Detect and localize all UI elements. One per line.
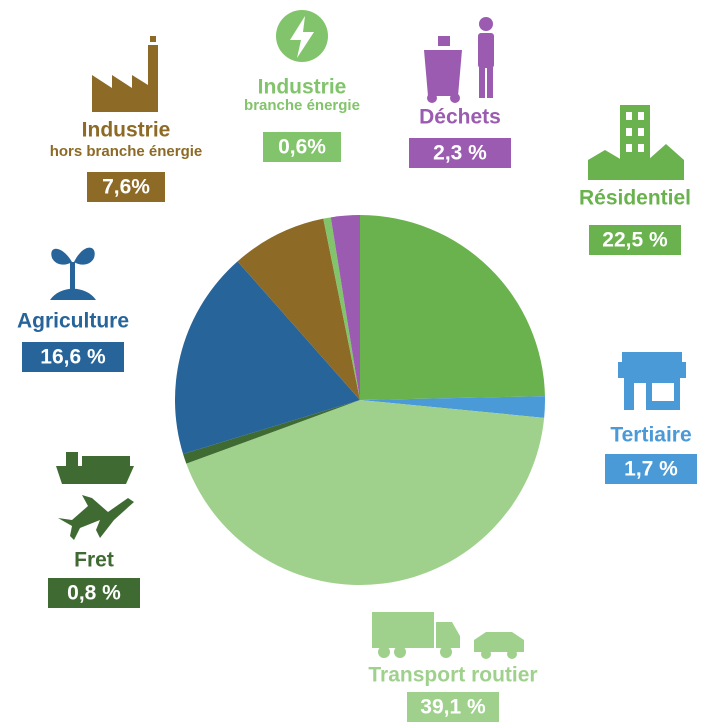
value-label: 16,6 % xyxy=(40,346,106,369)
pie-slice xyxy=(360,396,545,418)
category-label: Industrie xyxy=(82,119,171,142)
icons xyxy=(50,10,686,659)
value-label: 22,5 % xyxy=(602,229,668,252)
icon-shop xyxy=(618,352,686,410)
icon-factory xyxy=(92,36,158,112)
pie-slice xyxy=(183,400,360,464)
pie-slice xyxy=(330,215,360,400)
value-box xyxy=(605,454,697,484)
icon-road xyxy=(372,612,524,659)
category-label: Fret xyxy=(74,549,114,572)
value-label: 1,7 % xyxy=(624,458,678,481)
icon-residential xyxy=(588,105,684,180)
value-box xyxy=(589,225,681,255)
pie-slice xyxy=(360,215,545,400)
value-label: 0,6% xyxy=(278,136,326,159)
category-label: Industrie xyxy=(258,76,347,99)
value-label: 39,1 % xyxy=(420,696,486,719)
category-label: Tertiaire xyxy=(610,424,691,447)
pie-slice xyxy=(237,218,360,400)
pie-slice xyxy=(323,217,360,400)
category-label: Déchets xyxy=(419,106,501,129)
value-box xyxy=(87,172,165,202)
value-label: 7,6% xyxy=(102,176,150,199)
value-box xyxy=(409,138,511,168)
category-sublabel: hors branche énergie xyxy=(50,143,203,160)
icon-bolt xyxy=(290,16,314,58)
category-label: Agriculture xyxy=(17,310,129,333)
icon-freight xyxy=(56,452,134,540)
value-box xyxy=(48,578,140,608)
icon-waste xyxy=(424,17,494,103)
category-label: Transport routier xyxy=(368,664,537,687)
value-box xyxy=(22,342,124,372)
pie-slice xyxy=(186,400,545,585)
icon-plant xyxy=(50,247,96,300)
value-label: 2,3 % xyxy=(433,142,487,165)
pie-slice xyxy=(175,261,360,455)
value-label: 0,8 % xyxy=(67,582,121,605)
category-label: Résidentiel xyxy=(579,187,691,210)
value-box xyxy=(263,132,341,162)
value-box xyxy=(407,692,499,722)
category-sublabel: branche énergie xyxy=(244,97,360,114)
